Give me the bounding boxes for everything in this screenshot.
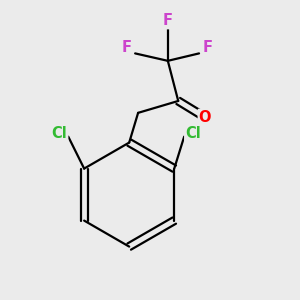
Text: O: O	[199, 110, 211, 125]
Text: Cl: Cl	[52, 126, 67, 141]
Text: F: F	[203, 40, 213, 55]
Text: F: F	[121, 40, 131, 55]
Text: F: F	[163, 13, 173, 28]
Text: Cl: Cl	[185, 126, 201, 141]
